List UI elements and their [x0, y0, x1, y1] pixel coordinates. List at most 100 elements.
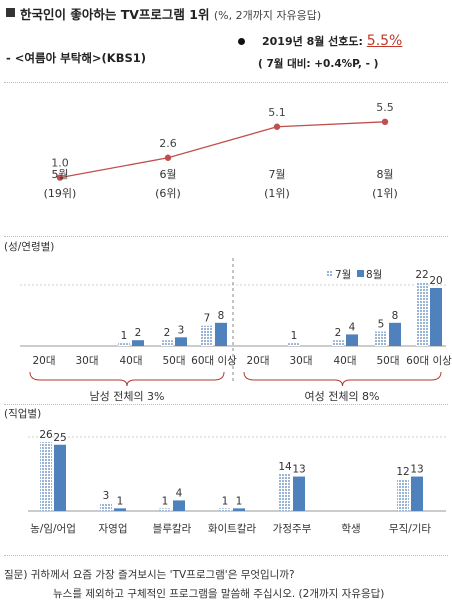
bar-jul: [118, 343, 130, 346]
bar-aug: [346, 334, 358, 346]
x-tick-label: 60대 이상: [406, 355, 452, 367]
x-tick-label: 30대: [75, 355, 98, 367]
data-label-jul: 3: [103, 490, 110, 502]
bar-aug: [411, 476, 423, 511]
bar-aug: [389, 322, 401, 346]
data-label-jul: 1: [291, 330, 298, 342]
bar-jul: [100, 503, 112, 511]
data-label-jul: 14: [278, 461, 292, 473]
x-tick-label: 가정주부: [273, 523, 312, 535]
bar-aug: [215, 322, 227, 346]
data-label-aug: 8: [392, 310, 399, 322]
bar-aug: [430, 288, 442, 346]
x-tick-label: 30대: [289, 355, 312, 367]
data-point: [273, 123, 281, 130]
x-tick-label: 블루칼라: [153, 522, 192, 535]
legend-label-aug: 8월: [366, 269, 382, 281]
bar-jul: [40, 442, 52, 511]
x-tick-label: 7월: [268, 168, 285, 181]
rank-label: (1위): [372, 187, 398, 200]
data-label-jul: 2: [164, 327, 171, 339]
program-name: - <여름아 부탁해>(KBS1): [6, 51, 147, 65]
x-tick-label: 8월: [376, 168, 393, 181]
x-tick-label: 농/임/어업: [30, 522, 76, 535]
preference-line: 2019년 8월 선호도: 5.5%: [262, 33, 402, 49]
data-label-jul: 12: [396, 466, 409, 478]
data-point: [164, 154, 172, 161]
group-label-male: 남성 전체의 3%: [89, 390, 164, 403]
bar-jul: [332, 340, 344, 346]
legend-swatch-aug: [357, 270, 364, 277]
data-label-aug: 4: [176, 487, 183, 499]
divider: [4, 404, 448, 405]
data-label-aug: 1: [117, 495, 124, 507]
preference-label: 2019년 8월 선호도:: [262, 35, 363, 48]
data-label-aug: 20: [429, 275, 442, 287]
title-note: (%, 2개까지 자유응답): [213, 9, 322, 22]
divider: [4, 555, 448, 556]
x-tick-label: 5월: [51, 168, 68, 181]
footnote-question: 질문) 귀하께서 요즘 가장 즐겨보시는 'TV프로그램'은 무엇입니까?: [4, 569, 295, 581]
bar-jul: [397, 479, 409, 511]
data-label: 5.1: [268, 106, 286, 119]
x-tick-label: 50대: [162, 355, 185, 367]
legend-label-jul: 7월: [335, 269, 351, 281]
data-label-jul: 2: [335, 327, 342, 339]
bar-jul: [201, 325, 213, 346]
preference-change: ( 7월 대비: +0.4%P, - ): [258, 58, 379, 70]
data-label-aug: 2: [135, 327, 142, 339]
data-label-aug: 25: [53, 432, 66, 444]
x-tick-label: 화이트칼라: [208, 522, 257, 535]
data-label-jul: 5: [378, 319, 385, 331]
bar-jul: [279, 473, 291, 511]
bar-jul: [416, 282, 428, 346]
data-point: [381, 118, 389, 125]
bar-jul: [161, 340, 173, 346]
x-tick-label: 40대: [119, 355, 142, 367]
data-label-aug: 1: [236, 495, 243, 507]
group-brace-male: [29, 371, 225, 387]
divider: [4, 82, 448, 83]
data-label-jul: 7: [204, 313, 211, 325]
data-label-aug: 13: [292, 464, 305, 476]
bar-aug: [233, 508, 245, 511]
title-marker: [6, 8, 15, 17]
x-tick-label: 무직/기타: [389, 523, 432, 535]
page-title: 한국인이 좋아하는 TV프로그램 1위 (%, 2개까지 자유응답): [20, 7, 322, 22]
group-brace-female: [243, 371, 442, 387]
rank-label: (6위): [155, 187, 181, 200]
data-label-jul: 1: [162, 495, 169, 507]
rank-label: (19위): [44, 187, 77, 200]
bar-aug: [173, 500, 185, 511]
data-label-aug: 13: [410, 464, 423, 476]
x-tick-label: 6월: [159, 168, 176, 181]
divider: [4, 236, 448, 237]
data-label: 5.5: [376, 101, 394, 114]
x-tick-label: 60대 이상: [191, 355, 237, 367]
data-label: 1.0: [51, 157, 69, 170]
bar-aug: [114, 508, 126, 511]
x-tick-label: 40대: [333, 355, 356, 367]
x-tick-label: 자영업: [99, 522, 128, 535]
x-tick-label: 50대: [376, 355, 399, 367]
data-point: [56, 174, 64, 181]
chart-label: (성/연령별): [4, 241, 54, 253]
bar-aug: [132, 340, 144, 346]
bullet-icon: [238, 38, 245, 45]
bar-aug: [293, 476, 305, 511]
data-label-jul: 22: [415, 269, 428, 281]
line-chart: 1.05월 (19위) 2.6 6월 (6위) 5.1 7월 (1위) 5.5 8월 (1위): [44, 101, 398, 200]
data-label-jul: 1: [222, 495, 229, 507]
data-label-aug: 4: [349, 321, 356, 333]
x-tick-label: 20대: [32, 355, 55, 367]
preference-value: 5.5%: [366, 33, 403, 49]
data-label: 2.6: [159, 137, 177, 150]
bar-jul: [159, 508, 171, 511]
series-line: [59, 121, 386, 179]
bar-jul: [219, 508, 231, 511]
chart-label: (직업별): [4, 407, 41, 420]
data-label-jul: 26: [39, 429, 53, 441]
footnote-detail: 뉴스를 제외하고 구체적인 프로그램을 말씀해 주십시오. (2개까지 자유응답…: [53, 588, 385, 600]
